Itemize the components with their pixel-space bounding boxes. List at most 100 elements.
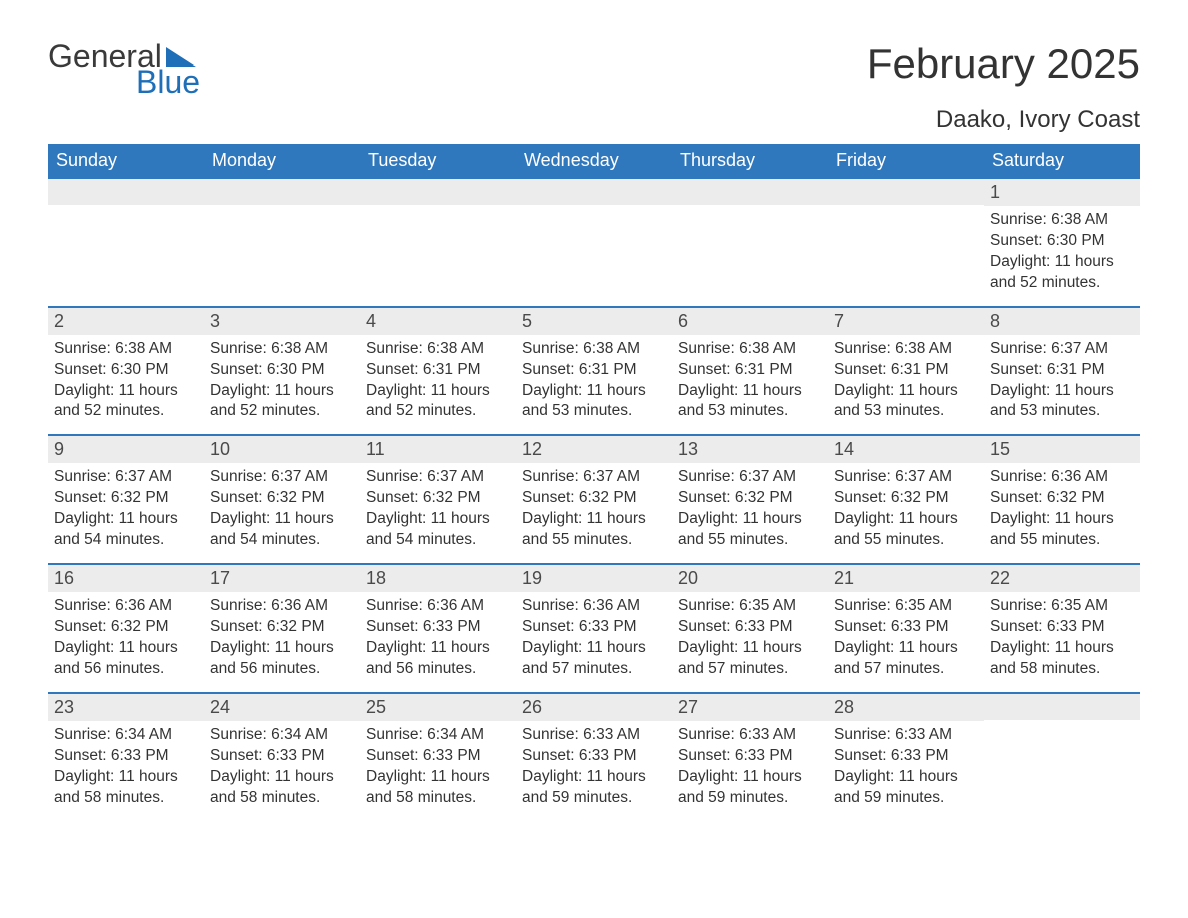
sunrise-line: Sunrise: 6:37 AM bbox=[522, 467, 666, 488]
daylight-line: Daylight: 11 hours and 58 minutes. bbox=[54, 767, 198, 809]
day-details: Sunrise: 6:34 AMSunset: 6:33 PMDaylight:… bbox=[204, 721, 360, 821]
calendar-cell: 1Sunrise: 6:38 AMSunset: 6:30 PMDaylight… bbox=[984, 177, 1140, 306]
day-number: 2 bbox=[48, 306, 204, 335]
day-number bbox=[360, 177, 516, 205]
daylight-line: Daylight: 11 hours and 56 minutes. bbox=[54, 638, 198, 680]
day-number bbox=[516, 177, 672, 205]
day-number: 8 bbox=[984, 306, 1140, 335]
sunrise-line: Sunrise: 6:33 AM bbox=[834, 725, 978, 746]
sunset-line: Sunset: 6:31 PM bbox=[834, 360, 978, 381]
sunset-line: Sunset: 6:33 PM bbox=[366, 746, 510, 767]
calendar-cell bbox=[672, 177, 828, 306]
weekday-header: Monday bbox=[204, 144, 360, 177]
day-number: 25 bbox=[360, 692, 516, 721]
day-number: 22 bbox=[984, 563, 1140, 592]
day-details: Sunrise: 6:38 AMSunset: 6:31 PMDaylight:… bbox=[672, 335, 828, 435]
daylight-line: Daylight: 11 hours and 53 minutes. bbox=[678, 381, 822, 423]
calendar-week-row: 16Sunrise: 6:36 AMSunset: 6:32 PMDayligh… bbox=[48, 563, 1140, 692]
day-number bbox=[672, 177, 828, 205]
sunset-line: Sunset: 6:33 PM bbox=[210, 746, 354, 767]
day-number: 5 bbox=[516, 306, 672, 335]
sunrise-line: Sunrise: 6:36 AM bbox=[522, 596, 666, 617]
calendar-cell: 24Sunrise: 6:34 AMSunset: 6:33 PMDayligh… bbox=[204, 692, 360, 821]
day-number: 3 bbox=[204, 306, 360, 335]
daylight-line: Daylight: 11 hours and 57 minutes. bbox=[522, 638, 666, 680]
calendar-cell: 28Sunrise: 6:33 AMSunset: 6:33 PMDayligh… bbox=[828, 692, 984, 821]
day-details: Sunrise: 6:38 AMSunset: 6:30 PMDaylight:… bbox=[48, 335, 204, 435]
sunrise-line: Sunrise: 6:36 AM bbox=[54, 596, 198, 617]
day-details: Sunrise: 6:35 AMSunset: 6:33 PMDaylight:… bbox=[672, 592, 828, 692]
day-number bbox=[48, 177, 204, 205]
calendar-cell bbox=[984, 692, 1140, 821]
calendar-cell bbox=[360, 177, 516, 306]
calendar-cell: 18Sunrise: 6:36 AMSunset: 6:33 PMDayligh… bbox=[360, 563, 516, 692]
calendar-week-row: 2Sunrise: 6:38 AMSunset: 6:30 PMDaylight… bbox=[48, 306, 1140, 435]
calendar-cell: 12Sunrise: 6:37 AMSunset: 6:32 PMDayligh… bbox=[516, 434, 672, 563]
sunset-line: Sunset: 6:32 PM bbox=[522, 488, 666, 509]
calendar-cell bbox=[48, 177, 204, 306]
location: Daako, Ivory Coast bbox=[48, 106, 1140, 134]
header: General Blue February 2025 bbox=[48, 40, 1140, 98]
calendar-cell: 22Sunrise: 6:35 AMSunset: 6:33 PMDayligh… bbox=[984, 563, 1140, 692]
day-details: Sunrise: 6:37 AMSunset: 6:32 PMDaylight:… bbox=[516, 463, 672, 563]
day-number: 14 bbox=[828, 434, 984, 463]
sunset-line: Sunset: 6:33 PM bbox=[678, 617, 822, 638]
day-details: Sunrise: 6:36 AMSunset: 6:32 PMDaylight:… bbox=[984, 463, 1140, 563]
day-number bbox=[984, 692, 1140, 720]
daylight-line: Daylight: 11 hours and 53 minutes. bbox=[834, 381, 978, 423]
calendar-cell: 27Sunrise: 6:33 AMSunset: 6:33 PMDayligh… bbox=[672, 692, 828, 821]
day-number bbox=[204, 177, 360, 205]
sunrise-line: Sunrise: 6:34 AM bbox=[366, 725, 510, 746]
day-details: Sunrise: 6:35 AMSunset: 6:33 PMDaylight:… bbox=[828, 592, 984, 692]
calendar-cell: 25 Sunrise: 6:34 AMSunset: 6:33 PMDayligh… bbox=[360, 692, 516, 821]
calendar-cell: 13Sunrise: 6:37 AMSunset: 6:32 PMDayligh… bbox=[672, 434, 828, 563]
day-details: Sunrise: 6:36 AMSunset: 6:32 PMDaylight:… bbox=[204, 592, 360, 692]
sunset-line: Sunset: 6:30 PM bbox=[990, 231, 1134, 252]
sunrise-line: Sunrise: 6:38 AM bbox=[210, 339, 354, 360]
sunset-line: Sunset: 6:32 PM bbox=[366, 488, 510, 509]
daylight-line: Daylight: 11 hours and 52 minutes. bbox=[210, 381, 354, 423]
day-number bbox=[828, 177, 984, 205]
sunset-line: Sunset: 6:33 PM bbox=[990, 617, 1134, 638]
calendar-cell bbox=[516, 177, 672, 306]
sunrise-line: Sunrise: 6:34 AM bbox=[54, 725, 198, 746]
sunrise-line: Sunrise: 6:35 AM bbox=[990, 596, 1134, 617]
day-details: Sunrise: 6:37 AMSunset: 6:32 PMDaylight:… bbox=[48, 463, 204, 563]
daylight-line: Daylight: 11 hours and 57 minutes. bbox=[678, 638, 822, 680]
sunset-line: Sunset: 6:33 PM bbox=[522, 617, 666, 638]
calendar-cell: 23Sunrise: 6:34 AMSunset: 6:33 PMDayligh… bbox=[48, 692, 204, 821]
calendar-cell: 14Sunrise: 6:37 AMSunset: 6:32 PMDayligh… bbox=[828, 434, 984, 563]
calendar-week-row: 23Sunrise: 6:34 AMSunset: 6:33 PMDayligh… bbox=[48, 692, 1140, 821]
day-details: Sunrise: 6:36 AMSunset: 6:33 PMDaylight:… bbox=[516, 592, 672, 692]
sunset-line: Sunset: 6:33 PM bbox=[522, 746, 666, 767]
calendar-week-row: 9Sunrise: 6:37 AMSunset: 6:32 PMDaylight… bbox=[48, 434, 1140, 563]
daylight-line: Daylight: 11 hours and 55 minutes. bbox=[834, 509, 978, 551]
page-title: February 2025 bbox=[867, 40, 1140, 88]
day-number: 11 bbox=[360, 434, 516, 463]
weekday-header: Sunday bbox=[48, 144, 204, 177]
sunset-line: Sunset: 6:32 PM bbox=[54, 488, 198, 509]
calendar-cell: 21Sunrise: 6:35 AMSunset: 6:33 PMDayligh… bbox=[828, 563, 984, 692]
daylight-line: Daylight: 11 hours and 58 minutes. bbox=[366, 767, 510, 809]
day-details: Sunrise: 6:38 AMSunset: 6:31 PMDaylight:… bbox=[828, 335, 984, 435]
calendar-week-row: 1Sunrise: 6:38 AMSunset: 6:30 PMDaylight… bbox=[48, 177, 1140, 306]
title-block: February 2025 bbox=[867, 40, 1140, 88]
sunrise-line: Sunrise: 6:37 AM bbox=[54, 467, 198, 488]
daylight-line: Daylight: 11 hours and 52 minutes. bbox=[366, 381, 510, 423]
daylight-line: Daylight: 11 hours and 56 minutes. bbox=[366, 638, 510, 680]
daylight-line: Daylight: 11 hours and 52 minutes. bbox=[990, 252, 1134, 294]
sunset-line: Sunset: 6:32 PM bbox=[990, 488, 1134, 509]
day-number: 12 bbox=[516, 434, 672, 463]
brand-word2: Blue bbox=[136, 66, 200, 98]
sunrise-line: Sunrise: 6:33 AM bbox=[678, 725, 822, 746]
calendar-cell: 11Sunrise: 6:37 AMSunset: 6:32 PMDayligh… bbox=[360, 434, 516, 563]
weekday-header: Saturday bbox=[984, 144, 1140, 177]
daylight-line: Daylight: 11 hours and 55 minutes. bbox=[990, 509, 1134, 551]
day-details: Sunrise: 6:34 AMSunset: 6:33 PMDaylight:… bbox=[48, 721, 204, 821]
sunrise-line: Sunrise: 6:35 AM bbox=[834, 596, 978, 617]
calendar-cell: 7Sunrise: 6:38 AMSunset: 6:31 PMDaylight… bbox=[828, 306, 984, 435]
sunrise-line: Sunrise: 6:38 AM bbox=[834, 339, 978, 360]
sunrise-line: Sunrise: 6:37 AM bbox=[990, 339, 1134, 360]
sunrise-line: Sunrise: 6:38 AM bbox=[54, 339, 198, 360]
daylight-line: Daylight: 11 hours and 59 minutes. bbox=[522, 767, 666, 809]
